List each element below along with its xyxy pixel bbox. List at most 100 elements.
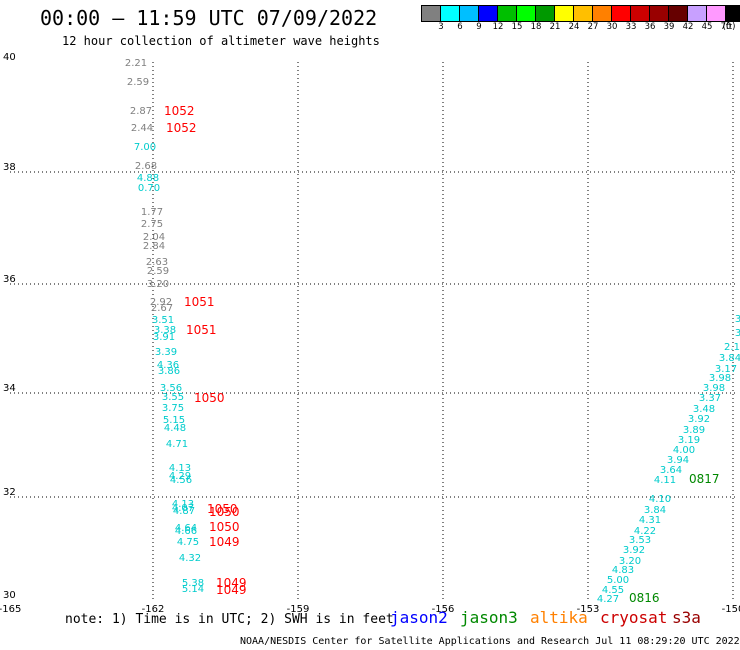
swh-label-cyan: 4.07 (172, 503, 194, 514)
swh-label-gray: 2.59 (147, 266, 169, 277)
color-scale-label: 27 (587, 22, 599, 32)
station-id-red: 1049 (209, 535, 240, 549)
swh-label-cyan: 4.64 (175, 523, 197, 534)
station-id-green: 0816 (629, 591, 660, 605)
color-swatch (574, 6, 593, 21)
swh-label-cyan: 4.71 (166, 439, 188, 450)
color-swatch (669, 6, 688, 21)
color-scale-label: 36 (644, 22, 656, 32)
swh-label-cyan: 3.92 (623, 545, 645, 556)
color-swatch (688, 6, 707, 21)
lon-tick-label: -162 (142, 604, 165, 615)
lon-tick-label: -153 (577, 604, 600, 615)
swh-label-cyan: 3.56 (160, 383, 182, 394)
credit-line: NOAA/NESDIS Center for Satellite Applica… (240, 636, 740, 647)
swh-label-cyan: 3.92 (688, 414, 710, 425)
swh-label-cyan: 4.32 (179, 553, 201, 564)
swh-label-cyan: 4.66 (175, 526, 197, 537)
color-swatch (707, 6, 726, 21)
swh-label-cyan: 4.36 (157, 360, 179, 371)
station-id-red: 1050 (207, 502, 238, 516)
station-id-red: 1050 (209, 505, 240, 519)
swh-label-cyan: 4.13 (172, 499, 194, 510)
color-swatch (612, 6, 631, 21)
station-id-red: 1052 (164, 104, 195, 118)
swh-label-cyan: 4.10 (649, 494, 671, 505)
swh-label-cyan: 3.84 (644, 505, 666, 516)
swh-label-gray: 2.67 (151, 303, 173, 314)
swh-label-cyan: 4.56 (170, 475, 192, 486)
swh-label-cyan: 4.75 (177, 537, 199, 548)
swh-label-cyan: 3.53 (629, 535, 651, 546)
swh-label-cyan: 5.14 (182, 584, 204, 595)
color-scale-label: 12 (492, 22, 504, 32)
swh-label-cyan: 3.86 (158, 366, 180, 377)
swh-label-cyan: 3 (735, 314, 740, 325)
lat-tick-label: 38 (3, 162, 16, 173)
color-scale-label: 6 (457, 22, 463, 32)
legend-altika: altika (530, 608, 588, 627)
swh-label-cyan: 4.29 (169, 471, 191, 482)
station-id-green: 0817 (689, 472, 720, 486)
station-id-red: 1051 (186, 323, 217, 337)
swh-label-cyan: 3.19 (678, 435, 700, 446)
lon-tick-label: -156 (432, 604, 455, 615)
swh-label-cyan: 3.94 (667, 455, 689, 466)
swh-label-cyan: 3.51 (152, 315, 174, 326)
color-swatch (479, 6, 498, 21)
color-scale-label: 33 (625, 22, 637, 32)
color-swatch (441, 6, 460, 21)
lat-tick-label: 36 (3, 274, 16, 285)
lat-tick-label: 34 (3, 383, 16, 394)
swh-label-gray: 2.63 (146, 257, 168, 268)
swh-label-cyan: 3.75 (162, 403, 184, 414)
color-scale-bar (421, 5, 740, 22)
lon-tick-label: -165 (0, 604, 21, 615)
swh-label-gray: 2.68 (135, 161, 157, 172)
swh-label-gray: 2.44 (131, 123, 153, 134)
swh-label-cyan: 3.38 (154, 325, 176, 336)
color-swatch (422, 6, 441, 21)
swh-label-gray: 2.92 (150, 297, 172, 308)
station-id-red: 1052 (166, 121, 197, 135)
swh-label-gray: 2.87 (130, 106, 152, 117)
page-subtitle: 12 hour collection of altimeter wave hei… (62, 34, 380, 48)
color-scale-label: (ft) (722, 22, 736, 32)
station-id-red: 1050 (194, 391, 225, 405)
color-swatch (650, 6, 669, 21)
swh-label-cyan: 3.17 (715, 364, 737, 375)
swh-label-cyan: 5.00 (607, 575, 629, 586)
swh-label-cyan: 4.00 (673, 445, 695, 456)
swh-label-cyan: 4.22 (634, 526, 656, 537)
swh-label-cyan: 4.88 (137, 173, 159, 184)
swh-label-cyan: 4.83 (612, 565, 634, 576)
legend-s3a: s3a (672, 608, 701, 627)
color-scale-label: 18 (530, 22, 542, 32)
color-swatch (593, 6, 612, 21)
color-swatch (517, 6, 536, 21)
swh-label-cyan: 3.98 (703, 383, 725, 394)
swh-label-cyan: 5.38 (182, 578, 204, 589)
color-scale-label: 42 (682, 22, 694, 32)
swh-label-cyan: 3.48 (693, 404, 715, 415)
legend-cryosat: cryosat (600, 608, 668, 627)
station-id-red: 1049 (216, 576, 247, 590)
swh-label-cyan: 4.87 (173, 506, 195, 517)
station-id-red: 1051 (184, 295, 215, 309)
swh-label-gray: 2.04 (143, 232, 165, 243)
swh-label-gray: 3.20 (147, 279, 169, 290)
swh-label-cyan: 4.27 (597, 594, 619, 605)
color-swatch (536, 6, 555, 21)
swh-label-gray: 2.84 (143, 241, 165, 252)
swh-label-cyan: 7.00 (134, 142, 156, 153)
swh-label-cyan: 3.98 (709, 373, 731, 384)
lon-tick-label: -159 (287, 604, 310, 615)
swh-label-cyan: 3.20 (619, 556, 641, 567)
swh-label-cyan: 3.39 (155, 347, 177, 358)
swh-label-gray: 1.77 (141, 207, 163, 218)
swh-label-cyan: 3.37 (699, 393, 721, 404)
swh-label-cyan: 3 (735, 328, 740, 339)
lat-tick-label: 32 (3, 487, 16, 498)
swh-label-cyan: 3.55 (162, 392, 184, 403)
